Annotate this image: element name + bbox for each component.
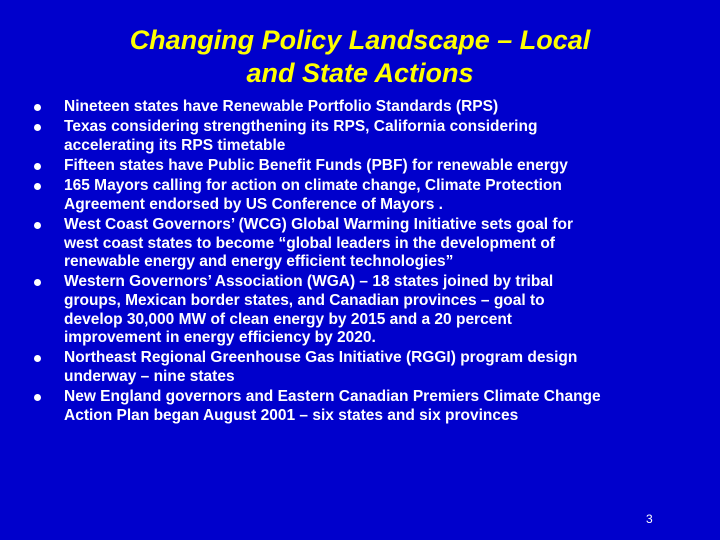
bullet-text: Nineteen states have Renewable Portfolio… bbox=[64, 98, 704, 117]
page-number: 3 bbox=[646, 512, 653, 526]
bullet-line: improvement in energy efficiency by 2020… bbox=[64, 329, 376, 347]
slide-title: Changing Policy Landscape – Local and St… bbox=[60, 24, 660, 90]
bullet-line: Nineteen states have Renewable Portfolio… bbox=[64, 98, 499, 115]
bullet-line: develop 30,000 MW of clean energy by 201… bbox=[64, 310, 512, 328]
bullet-line: Northeast Regional Greenhouse Gas Initia… bbox=[64, 349, 578, 367]
bullet-line: Texas considering strengthening its RPS,… bbox=[64, 118, 538, 136]
bullet-line: New England governors and Eastern Canadi… bbox=[64, 388, 601, 406]
bullet-text: West Coast Governors’ (WCG) Global Warmi… bbox=[64, 216, 704, 272]
bullet-line: groups, Mexican border states, and Canad… bbox=[64, 291, 545, 309]
bullet-dot-icon bbox=[34, 355, 41, 363]
title-line: Changing Policy Landscape – Local bbox=[129, 25, 591, 55]
bullet-text: 165 Mayors calling for action on climate… bbox=[64, 177, 704, 214]
bullet-item: Fifteen states have Public Benefit Funds… bbox=[34, 157, 704, 176]
bullet-dot-icon bbox=[34, 104, 41, 111]
bullet-line: west coast states to become “global lead… bbox=[64, 234, 555, 252]
bullet-dot-icon bbox=[34, 221, 41, 229]
bullet-dot-icon bbox=[34, 279, 41, 287]
title-line: and State Actions bbox=[246, 58, 474, 88]
bullet-dot-icon bbox=[34, 394, 41, 402]
bullet-item: Northeast Regional Greenhouse Gas Initia… bbox=[34, 349, 704, 386]
bullet-line: Western Governors’ Association (WGA) – 1… bbox=[64, 273, 554, 291]
bullet-line: renewable energy and energy efficient te… bbox=[64, 253, 454, 271]
bullet-dot-icon bbox=[34, 183, 41, 191]
bullet-text: Northeast Regional Greenhouse Gas Initia… bbox=[64, 349, 704, 386]
bullet-text: Fifteen states have Public Benefit Funds… bbox=[64, 157, 704, 176]
bullet-item: Nineteen states have Renewable Portfolio… bbox=[34, 98, 704, 117]
bullet-dot-icon bbox=[34, 124, 41, 132]
bullet-item: Western Governors’ Association (WGA) – 1… bbox=[34, 273, 704, 347]
bullet-dot-icon bbox=[34, 162, 41, 170]
bullet-line: West Coast Governors’ (WCG) Global Warmi… bbox=[64, 215, 573, 233]
bullet-line: Fifteen states have Public Benefit Funds… bbox=[64, 156, 568, 174]
bullet-list: Nineteen states have Renewable Portfolio… bbox=[34, 98, 704, 427]
bullet-line: Action Plan began August 2001 – six stat… bbox=[64, 406, 519, 424]
bullet-line: underway – nine states bbox=[64, 367, 235, 385]
bullet-text: New England governors and Eastern Canadi… bbox=[64, 388, 704, 425]
bullet-line: 165 Mayors calling for action on climate… bbox=[64, 177, 562, 195]
bullet-text: Western Governors’ Association (WGA) – 1… bbox=[64, 273, 704, 347]
bullet-item: Texas considering strengthening its RPS,… bbox=[34, 118, 704, 155]
bullet-item: 165 Mayors calling for action on climate… bbox=[34, 177, 704, 214]
bullet-line: Agreement endorsed by US Conference of M… bbox=[64, 195, 443, 213]
bullet-item: West Coast Governors’ (WCG) Global Warmi… bbox=[34, 216, 704, 272]
bullet-item: New England governors and Eastern Canadi… bbox=[34, 388, 704, 425]
bullet-text: Texas considering strengthening its RPS,… bbox=[64, 118, 704, 155]
bullet-line: accelerating its RPS timetable bbox=[64, 136, 286, 154]
